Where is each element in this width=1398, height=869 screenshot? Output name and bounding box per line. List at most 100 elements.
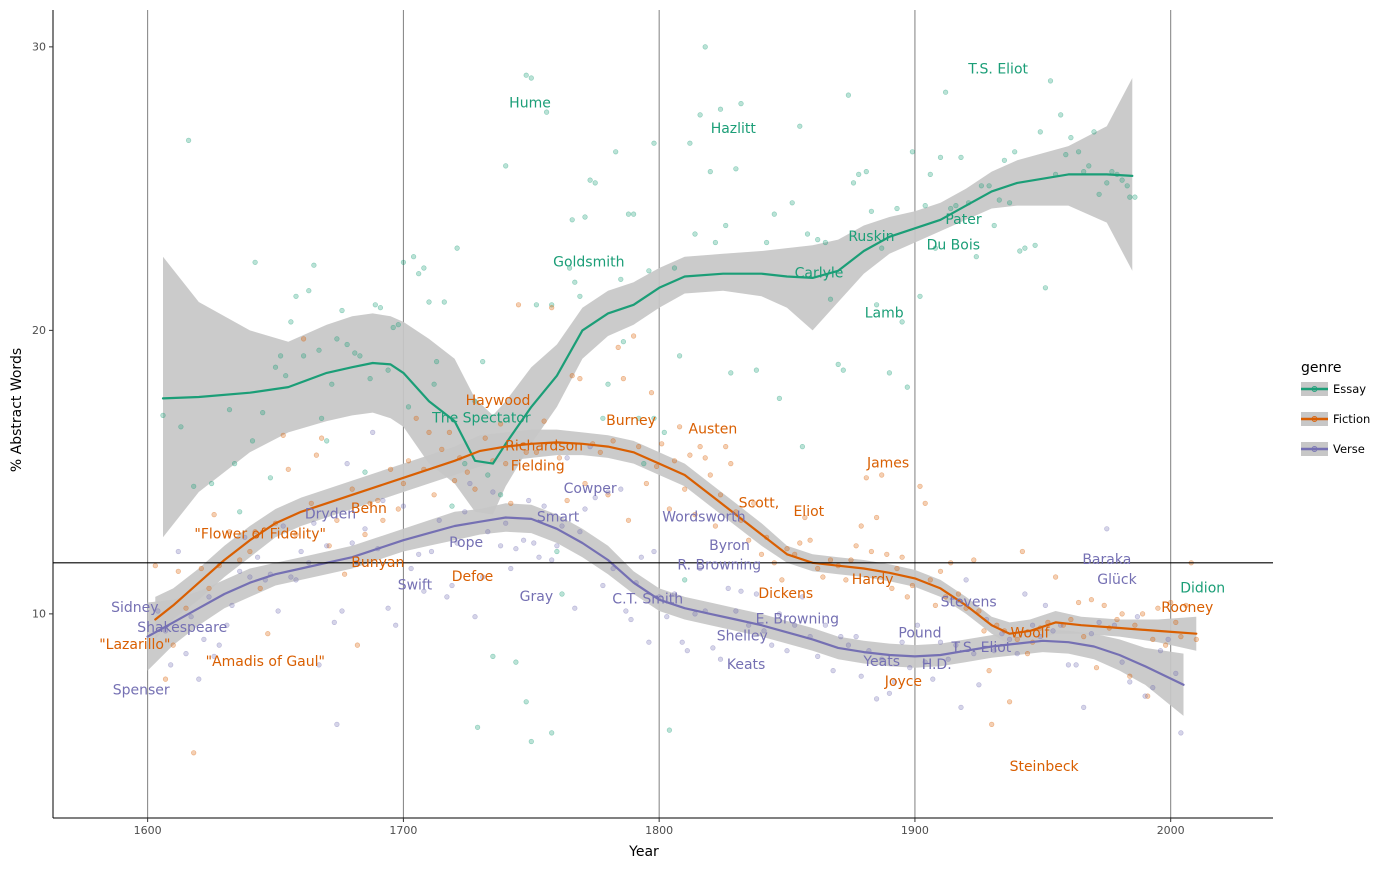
point-verse-75 — [610, 565, 616, 572]
point-fiction-49 — [498, 421, 504, 427]
point-essay-11 — [267, 475, 274, 481]
point-essay-22 — [324, 438, 330, 444]
point-essay-87 — [671, 265, 678, 271]
point-verse-119 — [914, 622, 921, 628]
point-essay-101 — [753, 367, 760, 373]
legend-point-verse — [1311, 446, 1318, 452]
point-fiction-23 — [319, 435, 325, 441]
point-fiction-5 — [191, 750, 197, 756]
point-fiction-160 — [1168, 599, 1174, 606]
annotation-scott-19: Scott, — [739, 495, 780, 511]
annotation-t-s-eliot-49: T.S. Eliot — [950, 640, 1011, 656]
point-verse-152 — [1157, 648, 1164, 654]
point-verse-118 — [907, 665, 913, 671]
point-essay-5 — [226, 407, 233, 413]
annotation-didion-12: Didion — [1180, 580, 1225, 596]
point-verse-114 — [879, 656, 885, 662]
point-verse-63 — [541, 503, 547, 509]
point-fiction-144 — [1068, 616, 1074, 623]
point-verse-95 — [738, 588, 744, 594]
point-fiction-64 — [605, 492, 611, 498]
point-verse-5 — [188, 614, 194, 620]
point-verse-126 — [963, 577, 969, 583]
point-essay-84 — [651, 415, 657, 421]
point-verse-150 — [1142, 693, 1148, 699]
point-fiction-20 — [301, 336, 307, 342]
point-verse-72 — [592, 495, 598, 501]
point-fiction-99 — [802, 514, 808, 521]
point-verse-134 — [1022, 591, 1028, 597]
point-fiction-57 — [556, 455, 563, 461]
point-essay-60 — [533, 302, 540, 308]
point-verse-107 — [830, 667, 836, 674]
point-essay-33 — [385, 367, 391, 373]
point-essay-4 — [209, 480, 215, 487]
point-verse-91 — [710, 645, 716, 651]
point-verse-106 — [822, 622, 829, 628]
point-essay-133 — [953, 203, 959, 209]
point-essay-2 — [186, 137, 192, 143]
point-verse-147 — [1119, 659, 1125, 665]
point-verse-51 — [472, 614, 478, 620]
point-verse-42 — [416, 551, 422, 557]
point-essay-147 — [1037, 129, 1043, 135]
point-fiction-4 — [183, 605, 189, 611]
point-verse-115 — [886, 690, 893, 696]
annotation-eliot-20: Eliot — [793, 504, 824, 520]
point-fiction-58 — [564, 497, 570, 504]
point-verse-78 — [628, 616, 634, 623]
point-fiction-54 — [533, 449, 540, 455]
point-fiction-118 — [909, 582, 916, 589]
point-essay-164 — [1127, 194, 1133, 200]
smooth-lines — [146, 173, 1198, 686]
point-fiction-65 — [610, 438, 616, 444]
point-essay-44 — [441, 299, 447, 305]
point-verse-85 — [671, 591, 678, 597]
point-verse-77 — [623, 608, 629, 614]
point-essay-126 — [917, 293, 923, 299]
point-fiction-156 — [1145, 693, 1151, 699]
point-verse-66 — [559, 523, 565, 529]
point-fiction-32 — [380, 517, 386, 523]
point-verse-117 — [899, 639, 905, 645]
point-essay-113 — [840, 367, 846, 373]
point-essay-151 — [1058, 112, 1064, 118]
point-essay-20 — [316, 347, 322, 353]
point-fiction-59 — [569, 373, 575, 379]
legend-point-essay — [1311, 386, 1318, 392]
point-fiction-11 — [237, 557, 243, 563]
point-essay-130 — [937, 154, 944, 160]
annotation-sidney-44: Sidney — [111, 600, 158, 616]
point-verse-113 — [873, 696, 880, 702]
point-fiction-154 — [1132, 622, 1138, 628]
annotation-du-bois-6: Du Bois — [927, 237, 980, 253]
point-verse-110 — [853, 633, 859, 640]
annotation-pound-48: Pound — [898, 626, 941, 642]
point-verse-21 — [288, 574, 294, 580]
point-verse-23 — [298, 548, 304, 555]
point-essay-98 — [728, 370, 734, 376]
point-verse-65 — [554, 543, 560, 549]
point-essay-103 — [771, 211, 777, 217]
point-fiction-122 — [932, 602, 939, 609]
point-essay-19 — [311, 262, 317, 268]
point-fiction-87 — [728, 461, 734, 467]
annotation-t-s-eliot-2: T.S. Eliot — [967, 62, 1028, 78]
point-essay-97 — [723, 222, 729, 229]
confidence-ribbons — [147, 78, 1197, 716]
point-fiction-74 — [659, 441, 665, 447]
annotation-amadis-of-gaul-30: "Amadis of Gaul" — [206, 654, 325, 670]
point-fiction-100 — [807, 537, 813, 543]
point-essay-26 — [344, 341, 350, 348]
point-verse-141 — [1073, 662, 1079, 668]
point-fiction-86 — [723, 444, 729, 450]
point-essay-111 — [827, 296, 834, 302]
point-essay-58 — [528, 75, 534, 81]
point-fiction-123 — [937, 568, 944, 574]
point-essay-83 — [651, 140, 657, 146]
smooth-line-fiction — [154, 441, 1198, 635]
point-fiction-79 — [687, 452, 693, 458]
point-essay-140 — [996, 197, 1002, 203]
point-verse-37 — [380, 497, 386, 504]
y-tick-label-20: 20 — [32, 324, 46, 337]
